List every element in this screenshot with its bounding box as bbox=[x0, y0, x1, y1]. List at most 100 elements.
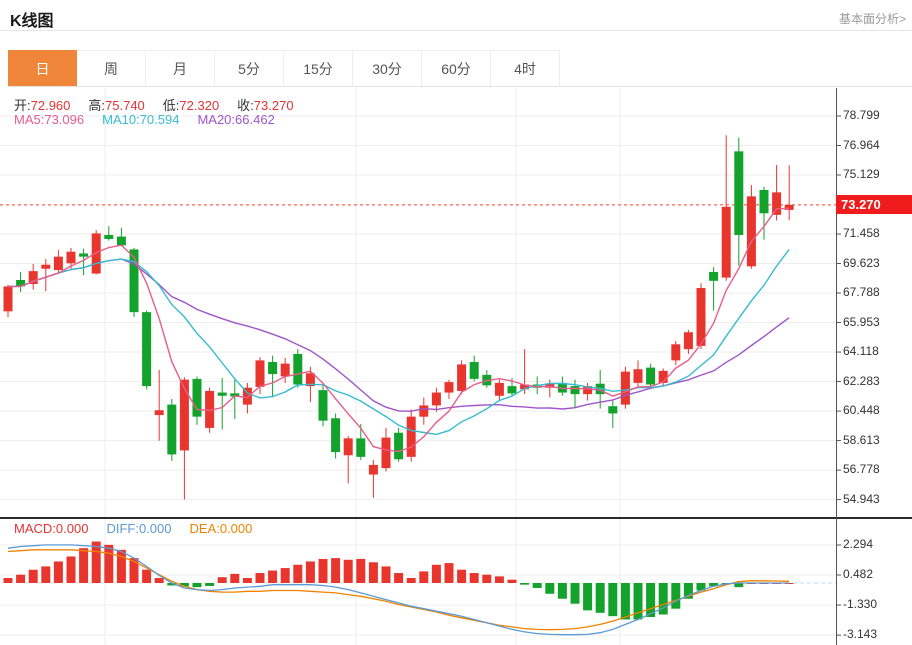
macd-histogram-bar[interactable] bbox=[293, 564, 303, 583]
candle-body[interactable] bbox=[633, 369, 643, 383]
macd-histogram-bar[interactable] bbox=[570, 582, 580, 604]
candle-body[interactable] bbox=[620, 371, 630, 405]
macd-histogram-bar[interactable] bbox=[91, 541, 101, 583]
macd-histogram-bar[interactable] bbox=[583, 582, 593, 611]
candle-body[interactable] bbox=[734, 151, 744, 235]
macd-histogram-bar[interactable] bbox=[494, 576, 504, 583]
macd-histogram-bar[interactable] bbox=[268, 570, 278, 583]
macd-histogram-bar[interactable] bbox=[595, 582, 605, 613]
macd-histogram-bar[interactable] bbox=[394, 573, 404, 583]
candle-body[interactable] bbox=[16, 279, 26, 287]
macd-histogram-bar[interactable] bbox=[179, 582, 189, 587]
candle-body[interactable] bbox=[507, 386, 517, 394]
macd-histogram-bar[interactable] bbox=[205, 582, 215, 586]
macd-histogram-bar[interactable] bbox=[507, 579, 517, 583]
candle-body[interactable] bbox=[66, 251, 76, 264]
candle-body[interactable] bbox=[520, 384, 530, 390]
macd-histogram-bar[interactable] bbox=[633, 582, 643, 620]
candle-body[interactable] bbox=[205, 390, 215, 428]
macd-histogram-bar[interactable] bbox=[734, 582, 744, 588]
macd-histogram-bar[interactable] bbox=[79, 548, 89, 583]
candle-body[interactable] bbox=[167, 404, 177, 455]
macd-histogram-bar[interactable] bbox=[318, 558, 328, 583]
candle-body[interactable] bbox=[444, 382, 454, 393]
macd-histogram-bar[interactable] bbox=[419, 571, 429, 583]
candle-body[interactable] bbox=[28, 271, 38, 285]
candle-body[interactable] bbox=[179, 379, 189, 451]
candle-body[interactable] bbox=[759, 189, 769, 214]
macd-histogram-bar[interactable] bbox=[545, 582, 555, 594]
macd-histogram-bar[interactable] bbox=[457, 569, 467, 583]
candle-body[interactable] bbox=[3, 286, 13, 312]
candle-body[interactable] bbox=[41, 264, 51, 269]
candle-body[interactable] bbox=[331, 418, 341, 453]
candle-body[interactable] bbox=[784, 204, 794, 210]
tab-5min[interactable]: 5分 bbox=[215, 50, 284, 86]
macd-histogram-bar[interactable] bbox=[255, 573, 265, 583]
macd-histogram-bar[interactable] bbox=[683, 582, 693, 599]
macd-histogram-bar[interactable] bbox=[520, 582, 530, 585]
macd-histogram-bar[interactable] bbox=[104, 544, 114, 583]
macd-histogram-bar[interactable] bbox=[431, 564, 441, 583]
candle-body[interactable] bbox=[255, 360, 265, 387]
macd-histogram-bar[interactable] bbox=[608, 582, 618, 617]
macd-histogram-bar[interactable] bbox=[142, 569, 152, 583]
macd-histogram-bar[interactable] bbox=[658, 582, 668, 615]
candle-body[interactable] bbox=[293, 353, 303, 385]
candle-body[interactable] bbox=[469, 361, 479, 379]
macd-histogram-bar[interactable] bbox=[620, 582, 630, 620]
tab-4hour[interactable]: 4时 bbox=[491, 50, 560, 86]
macd-histogram-bar[interactable] bbox=[696, 582, 706, 591]
candle-body[interactable] bbox=[268, 361, 278, 375]
candle-body[interactable] bbox=[419, 405, 429, 417]
candle-body[interactable] bbox=[104, 234, 114, 239]
tab-30min[interactable]: 30分 bbox=[353, 50, 422, 86]
candle-body[interactable] bbox=[356, 438, 366, 457]
macd-histogram-bar[interactable] bbox=[154, 578, 164, 583]
candle-body[interactable] bbox=[696, 288, 706, 346]
macd-histogram-bar[interactable] bbox=[66, 556, 76, 583]
macd-histogram-bar[interactable] bbox=[557, 582, 567, 599]
macd-histogram-bar[interactable] bbox=[16, 574, 26, 583]
candle-body[interactable] bbox=[116, 236, 126, 246]
macd-histogram-bar[interactable] bbox=[192, 582, 202, 588]
candle-body[interactable] bbox=[683, 332, 693, 350]
macd-histogram-bar[interactable] bbox=[469, 573, 479, 583]
macd-histogram-bar[interactable] bbox=[53, 561, 63, 583]
macd-histogram-bar[interactable] bbox=[671, 582, 681, 609]
macd-histogram-bar[interactable] bbox=[280, 568, 290, 583]
candle-body[interactable] bbox=[230, 393, 240, 397]
candle-body[interactable] bbox=[709, 271, 719, 281]
candle-body[interactable] bbox=[91, 233, 101, 274]
candle-body[interactable] bbox=[242, 387, 252, 405]
macd-histogram-bar[interactable] bbox=[646, 582, 656, 617]
candle-body[interactable] bbox=[318, 390, 328, 421]
candle-body[interactable] bbox=[368, 464, 378, 475]
macd-histogram-bar[interactable] bbox=[305, 561, 315, 583]
candle-body[interactable] bbox=[406, 416, 416, 457]
candle-body[interactable] bbox=[671, 344, 681, 361]
candle-body[interactable] bbox=[280, 363, 290, 377]
candle-body[interactable] bbox=[305, 373, 315, 387]
macd-histogram-bar[interactable] bbox=[368, 562, 378, 583]
candle-body[interactable] bbox=[721, 206, 731, 278]
macd-histogram-bar[interactable] bbox=[129, 558, 139, 583]
candle-body[interactable] bbox=[431, 392, 441, 406]
candle-body[interactable] bbox=[381, 437, 391, 469]
candle-body[interactable] bbox=[154, 410, 164, 416]
macd-histogram-bar[interactable] bbox=[444, 563, 454, 583]
tab-week[interactable]: 周 bbox=[77, 50, 146, 86]
candle-body[interactable] bbox=[570, 386, 580, 395]
macd-histogram-bar[interactable] bbox=[41, 566, 51, 583]
macd-histogram-bar[interactable] bbox=[709, 582, 719, 587]
candle-body[interactable] bbox=[192, 378, 202, 417]
candle-body[interactable] bbox=[646, 367, 656, 385]
macd-histogram-bar[interactable] bbox=[230, 573, 240, 583]
tab-month[interactable]: 月 bbox=[146, 50, 215, 86]
macd-histogram-bar[interactable] bbox=[28, 569, 38, 583]
candle-body[interactable] bbox=[658, 370, 668, 383]
candle-body[interactable] bbox=[608, 406, 618, 414]
candle-body[interactable] bbox=[79, 253, 89, 257]
macd-histogram-bar[interactable] bbox=[167, 582, 177, 586]
